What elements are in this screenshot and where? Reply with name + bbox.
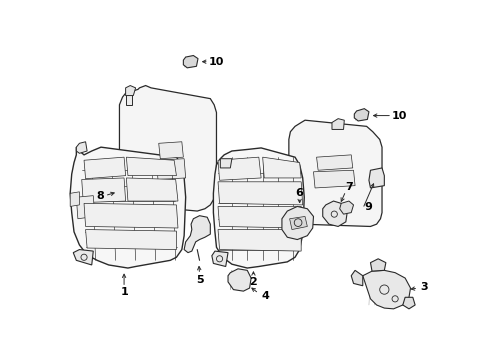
Polygon shape — [323, 201, 347, 226]
Text: 4: 4 — [261, 291, 269, 301]
Polygon shape — [289, 120, 382, 226]
Polygon shape — [86, 230, 176, 249]
Polygon shape — [218, 206, 303, 228]
Polygon shape — [290, 216, 307, 230]
Text: 2: 2 — [249, 277, 257, 287]
Polygon shape — [214, 148, 304, 268]
Polygon shape — [76, 142, 87, 153]
Polygon shape — [354, 109, 369, 121]
Polygon shape — [340, 201, 354, 214]
Polygon shape — [212, 251, 228, 266]
Polygon shape — [126, 178, 178, 201]
Polygon shape — [76, 195, 95, 219]
Polygon shape — [263, 157, 301, 178]
Polygon shape — [74, 249, 93, 265]
Polygon shape — [363, 270, 411, 309]
Polygon shape — [183, 55, 198, 68]
Polygon shape — [84, 203, 178, 228]
Polygon shape — [126, 157, 176, 176]
Polygon shape — [159, 142, 183, 159]
Polygon shape — [220, 159, 232, 168]
Polygon shape — [125, 93, 132, 105]
Polygon shape — [120, 86, 217, 211]
Polygon shape — [403, 297, 415, 309]
Text: 10: 10 — [209, 57, 224, 67]
Polygon shape — [332, 119, 344, 130]
Polygon shape — [317, 155, 353, 170]
Text: 7: 7 — [345, 182, 353, 192]
Text: 10: 10 — [392, 111, 407, 121]
Polygon shape — [218, 157, 261, 180]
Text: 6: 6 — [295, 188, 304, 198]
Polygon shape — [70, 192, 79, 206]
Polygon shape — [218, 182, 303, 205]
Polygon shape — [82, 178, 125, 203]
Polygon shape — [184, 216, 210, 253]
Polygon shape — [70, 147, 186, 268]
Polygon shape — [156, 159, 186, 180]
Polygon shape — [218, 230, 301, 251]
Polygon shape — [314, 170, 355, 188]
Text: 9: 9 — [364, 202, 372, 212]
Polygon shape — [370, 259, 386, 271]
Polygon shape — [369, 168, 384, 188]
Polygon shape — [351, 270, 363, 286]
Text: 5: 5 — [196, 275, 203, 285]
Text: 8: 8 — [97, 191, 104, 201]
Polygon shape — [282, 206, 314, 239]
Polygon shape — [125, 86, 136, 95]
Text: 1: 1 — [120, 287, 128, 297]
Polygon shape — [228, 269, 251, 291]
Text: 3: 3 — [420, 282, 428, 292]
Polygon shape — [84, 157, 125, 179]
